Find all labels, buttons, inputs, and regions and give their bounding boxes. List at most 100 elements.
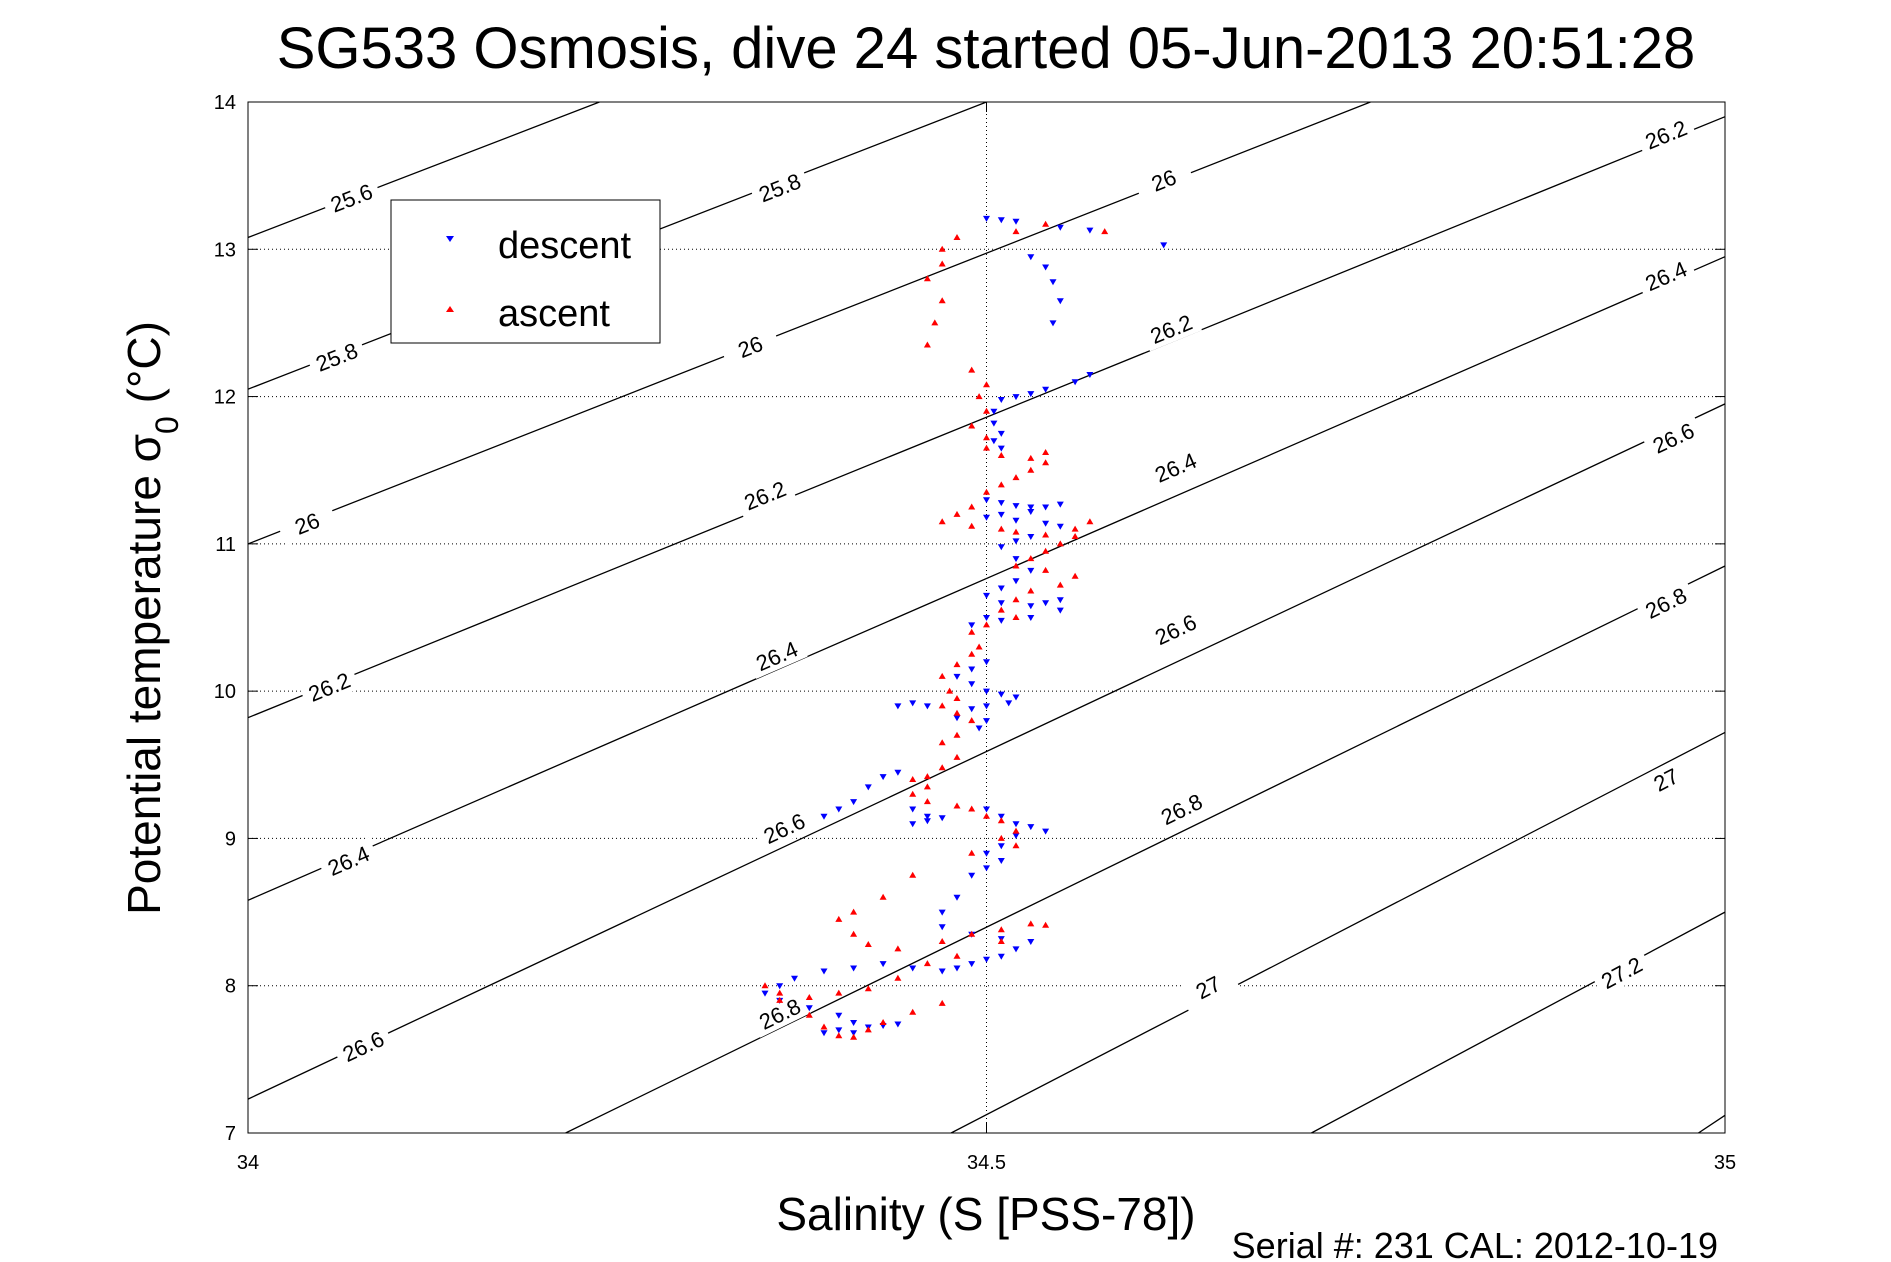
ascent-point xyxy=(983,488,990,495)
contour-label-bg xyxy=(276,500,338,546)
ascent-point xyxy=(1086,518,1094,525)
descent-point xyxy=(1086,372,1094,378)
descent-point xyxy=(953,673,961,680)
ascent-point xyxy=(1027,920,1035,927)
descent-point xyxy=(1012,578,1020,585)
contour-label-bg xyxy=(753,804,816,852)
descent-point xyxy=(997,813,1005,820)
descent-point xyxy=(990,438,998,445)
descent-point xyxy=(879,961,887,968)
y-tick-label: 11 xyxy=(215,534,236,556)
descent-point xyxy=(1027,509,1035,515)
descent-point xyxy=(1056,298,1064,305)
contour-line xyxy=(248,256,1725,901)
ascent-point xyxy=(1027,454,1035,461)
legend: descent ascent xyxy=(390,199,661,344)
ascent-point xyxy=(909,790,917,797)
descent-point xyxy=(923,813,931,820)
ascent-point xyxy=(1042,459,1050,466)
contour-label-bg xyxy=(1144,444,1207,491)
descent-point xyxy=(953,894,961,901)
plot-frame xyxy=(247,101,1726,1134)
descent-point xyxy=(1027,824,1035,831)
y-tick-label: 9 xyxy=(225,828,236,850)
x-tick-label: 34.5 xyxy=(967,1152,1006,1174)
ascent-point xyxy=(805,994,813,1000)
ascent-point xyxy=(879,893,887,900)
descent-point xyxy=(1027,534,1035,540)
ascent-point xyxy=(938,297,946,304)
descent-point xyxy=(1012,694,1020,701)
ascent-point xyxy=(850,930,858,937)
ascent-point xyxy=(983,444,990,451)
ascent-point xyxy=(968,650,976,657)
descent-point xyxy=(1012,503,1020,510)
contour-label-bg xyxy=(1150,784,1213,833)
ascent-point xyxy=(835,989,843,996)
ascent-point xyxy=(923,773,931,780)
contour-label: 26.2 xyxy=(305,668,354,707)
descent-point xyxy=(997,544,1005,551)
descent-point xyxy=(997,430,1005,437)
descent-point xyxy=(1049,320,1057,327)
ascent-point xyxy=(805,1011,813,1018)
ascent-point xyxy=(1071,572,1079,579)
descent-point xyxy=(1056,224,1064,231)
descent-point xyxy=(1056,501,1064,508)
contour-label-bg xyxy=(1635,111,1697,157)
descent-point xyxy=(1042,504,1050,511)
descent-point xyxy=(820,1030,828,1037)
descent-point xyxy=(909,821,917,828)
descent-point xyxy=(1012,821,1020,828)
contour-label: 26.2 xyxy=(741,476,790,515)
y-axis-label-main: Potential temperature σ xyxy=(118,434,170,915)
descent-point xyxy=(997,953,1005,960)
ascent-point xyxy=(909,1008,917,1015)
ascent-point xyxy=(1012,562,1020,569)
descent-point xyxy=(923,703,931,710)
ascent-point xyxy=(909,871,917,878)
ascent-point xyxy=(983,621,990,628)
y-tick-label: 12 xyxy=(214,387,236,409)
descent-point xyxy=(850,965,858,972)
contour-label-bg xyxy=(748,165,811,210)
contour-label-bg xyxy=(734,472,796,518)
ascent-point xyxy=(1027,587,1035,594)
descent-point xyxy=(983,688,990,695)
descent-point xyxy=(1027,504,1035,511)
descent-point xyxy=(850,1030,858,1037)
descent-point xyxy=(1071,379,1079,386)
descent-point xyxy=(1012,394,1020,401)
ascent-point xyxy=(1056,540,1064,547)
footer-text: Serial #: 231 CAL: 2012-10-19 xyxy=(1232,1225,1718,1262)
y-tick-label: 14 xyxy=(214,92,236,114)
contour-label-bg xyxy=(1635,578,1697,627)
ascent-point xyxy=(938,260,946,267)
contour-label-bg xyxy=(320,175,383,220)
descent-point xyxy=(1027,567,1035,574)
descent-point xyxy=(1012,517,1020,524)
descent-point xyxy=(968,681,976,688)
ascent-point xyxy=(931,319,939,326)
descent-point xyxy=(997,397,1005,403)
ascent-point xyxy=(1012,614,1020,620)
ascent-point xyxy=(968,628,976,635)
descent-point xyxy=(997,600,1005,607)
contour-label-bg xyxy=(745,632,808,679)
ascent-point xyxy=(864,1026,872,1033)
ascent-point xyxy=(997,606,1005,613)
descent-point xyxy=(938,968,946,975)
descent-point xyxy=(894,1021,902,1028)
ascent-point xyxy=(1012,528,1020,535)
descent-point xyxy=(1005,700,1013,707)
descent-point xyxy=(983,850,990,857)
ascent-point xyxy=(997,481,1005,488)
descent-point xyxy=(938,815,946,822)
descent-point xyxy=(776,983,784,990)
ascent-point xyxy=(1056,581,1064,588)
descent-point xyxy=(909,806,917,813)
contour-line xyxy=(1698,1114,1725,1133)
descent-point xyxy=(1012,556,1020,563)
ascent-point xyxy=(1101,228,1109,235)
contour-label: 25.8 xyxy=(755,168,804,207)
